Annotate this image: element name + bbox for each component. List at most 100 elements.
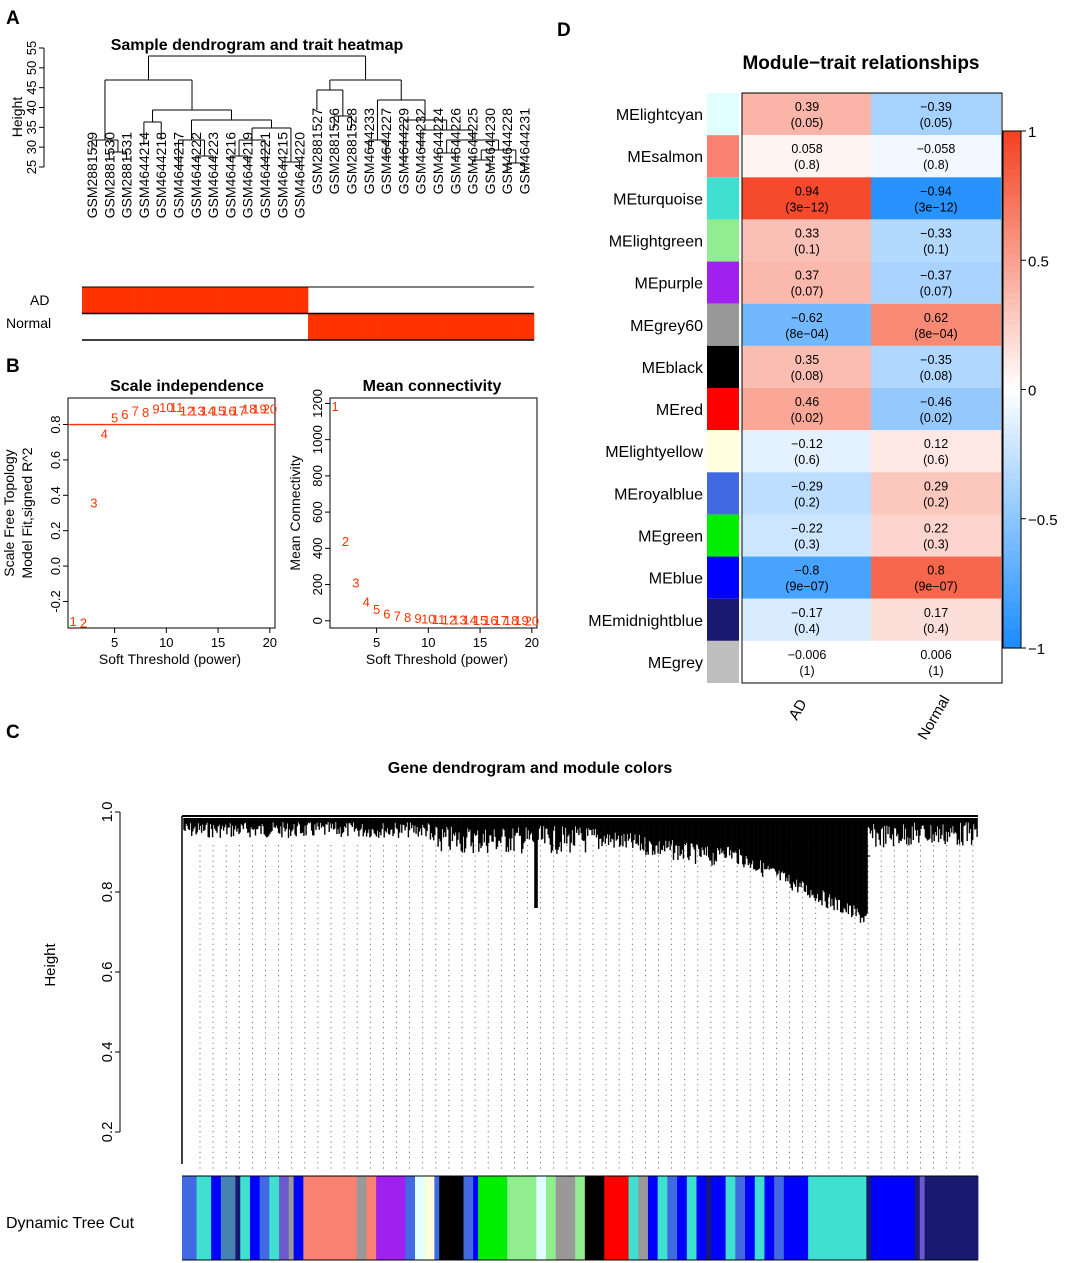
panel-label-c: C: [6, 722, 20, 743]
trait-ad-cell: [134, 287, 152, 313]
heatmap-cell: [871, 598, 1001, 641]
cell-pvalue: (0.07): [920, 285, 953, 299]
module-label: MEblack: [642, 360, 704, 377]
legend-band: [1003, 402, 1021, 410]
power-point: 7: [394, 608, 401, 623]
d-title: Module−trait relationships: [742, 53, 979, 74]
heatmap-cell: [742, 640, 872, 683]
panel-a-ylabel: Height: [9, 97, 25, 138]
module-color-segment: [735, 1176, 746, 1260]
panel-a-y-axis: 25 30 35 40 45 50 55: [24, 41, 45, 174]
trait-normal-cell: [447, 314, 465, 340]
c-ytick-label: 0.6: [99, 962, 116, 983]
b-left-ylabel-line2: Model Fit,signed R^2: [19, 447, 35, 578]
cell-value: 0.33: [795, 227, 819, 241]
power-point: 2: [80, 616, 87, 631]
module-swatch: [707, 345, 739, 388]
legend-band: [1003, 357, 1021, 365]
cell-value: −0.058: [917, 142, 956, 156]
x-tick-label: 10: [421, 635, 435, 650]
legend-band: [1003, 227, 1021, 235]
sample-label: GSM4644233: [361, 108, 377, 195]
cell-pvalue: (0.6): [794, 453, 820, 467]
power-point: 6: [383, 607, 390, 622]
power-point: 8: [404, 610, 411, 625]
module-color-segment: [677, 1176, 688, 1260]
legend-band: [1003, 395, 1021, 404]
module-color-segment: [764, 1176, 775, 1260]
legend-band: [1003, 344, 1021, 352]
trait-normal-cell: [377, 314, 396, 340]
panel-a-trait-heatmap: [82, 286, 535, 341]
trait-ad-cell: [82, 287, 100, 313]
x-tick-label: 20: [263, 635, 277, 650]
module-color-segment: [366, 1176, 377, 1260]
b-left-xlabel: Soft Threshold (power): [99, 651, 241, 667]
module-color-segment: [924, 1176, 979, 1260]
module-color-segment: [657, 1176, 668, 1260]
cell-value: 0.39: [795, 100, 819, 114]
trait-ad-cell: [203, 287, 222, 313]
sample-label: GSM4644218: [153, 132, 169, 219]
legend-band: [1003, 143, 1021, 151]
cell-value: 0.46: [795, 395, 819, 409]
c-ytick-label: 0.2: [99, 1122, 116, 1143]
power-point: 9: [152, 402, 159, 417]
cell-value: 0.37: [795, 269, 819, 283]
legend-band: [1003, 137, 1021, 145]
module-color-segment: [536, 1176, 547, 1260]
b-right-title: Mean connectivity: [363, 378, 502, 395]
panel-a-title: Sample dendrogram and trait heatmap: [111, 37, 404, 54]
module-label: MEgrey: [648, 655, 703, 672]
module-color-segment: [463, 1176, 474, 1260]
heatmap-cell: [742, 261, 872, 304]
cell-pvalue: (3e−12): [914, 200, 957, 214]
sample-label: GSM4644226: [447, 108, 463, 195]
sample-label: GSM2881531: [119, 132, 135, 219]
power-point: 15: [211, 403, 225, 418]
legend-band: [1003, 389, 1021, 397]
cell-value: 0.35: [795, 353, 819, 367]
legend-band: [1003, 202, 1021, 210]
legend-band: [1003, 163, 1021, 171]
trait-normal-cell: [499, 314, 517, 340]
module-label: MEred: [656, 402, 703, 419]
d-col-ad: AD: [786, 696, 811, 723]
heatmap-cell: [871, 219, 1001, 262]
legend-band: [1003, 376, 1021, 384]
trait-ad-cell: [186, 287, 204, 313]
legend-band: [1003, 622, 1021, 630]
heatmap-cell: [742, 135, 872, 178]
module-color-segment: [808, 1176, 867, 1260]
legend-tick-label: −0.5: [1028, 512, 1058, 529]
cell-pvalue: (0.4): [794, 622, 820, 636]
c-ylabel: Height: [42, 942, 59, 986]
legend-band: [1003, 156, 1021, 164]
module-color-segment: [434, 1176, 440, 1260]
panel-a-tree: [91, 55, 525, 172]
y-tick-label: 0.0: [48, 557, 63, 575]
power-point: 13: [452, 612, 466, 627]
power-point: 13: [190, 403, 204, 418]
d-heatmap: MElightcyan 0.39 (0.05) −0.39 (0.05) MEsalmon…: [588, 93, 1001, 683]
legend-band: [1003, 363, 1021, 371]
cell-pvalue: (0.02): [791, 411, 824, 425]
cell-pvalue: (0.6): [923, 453, 949, 467]
trait-normal-cell: [464, 314, 483, 340]
module-color-segment: [293, 1176, 304, 1260]
y-tick-label: 0.8: [48, 415, 63, 433]
cell-pvalue: (1): [799, 664, 814, 678]
legend-band: [1003, 331, 1021, 339]
legend-band: [1003, 563, 1021, 572]
heatmap-cell: [871, 556, 1001, 599]
power-point: 14: [200, 403, 214, 418]
x-tick-label: 5: [373, 635, 380, 650]
power-point: 19: [514, 613, 528, 628]
module-color-segment: [647, 1176, 659, 1260]
legend-band: [1003, 467, 1021, 475]
legend-band: [1003, 641, 1021, 649]
b-left-frame: [67, 397, 276, 629]
module-label: MElightgreen: [609, 234, 703, 251]
cell-pvalue: (8e−04): [785, 327, 828, 341]
legend-band: [1003, 408, 1021, 416]
